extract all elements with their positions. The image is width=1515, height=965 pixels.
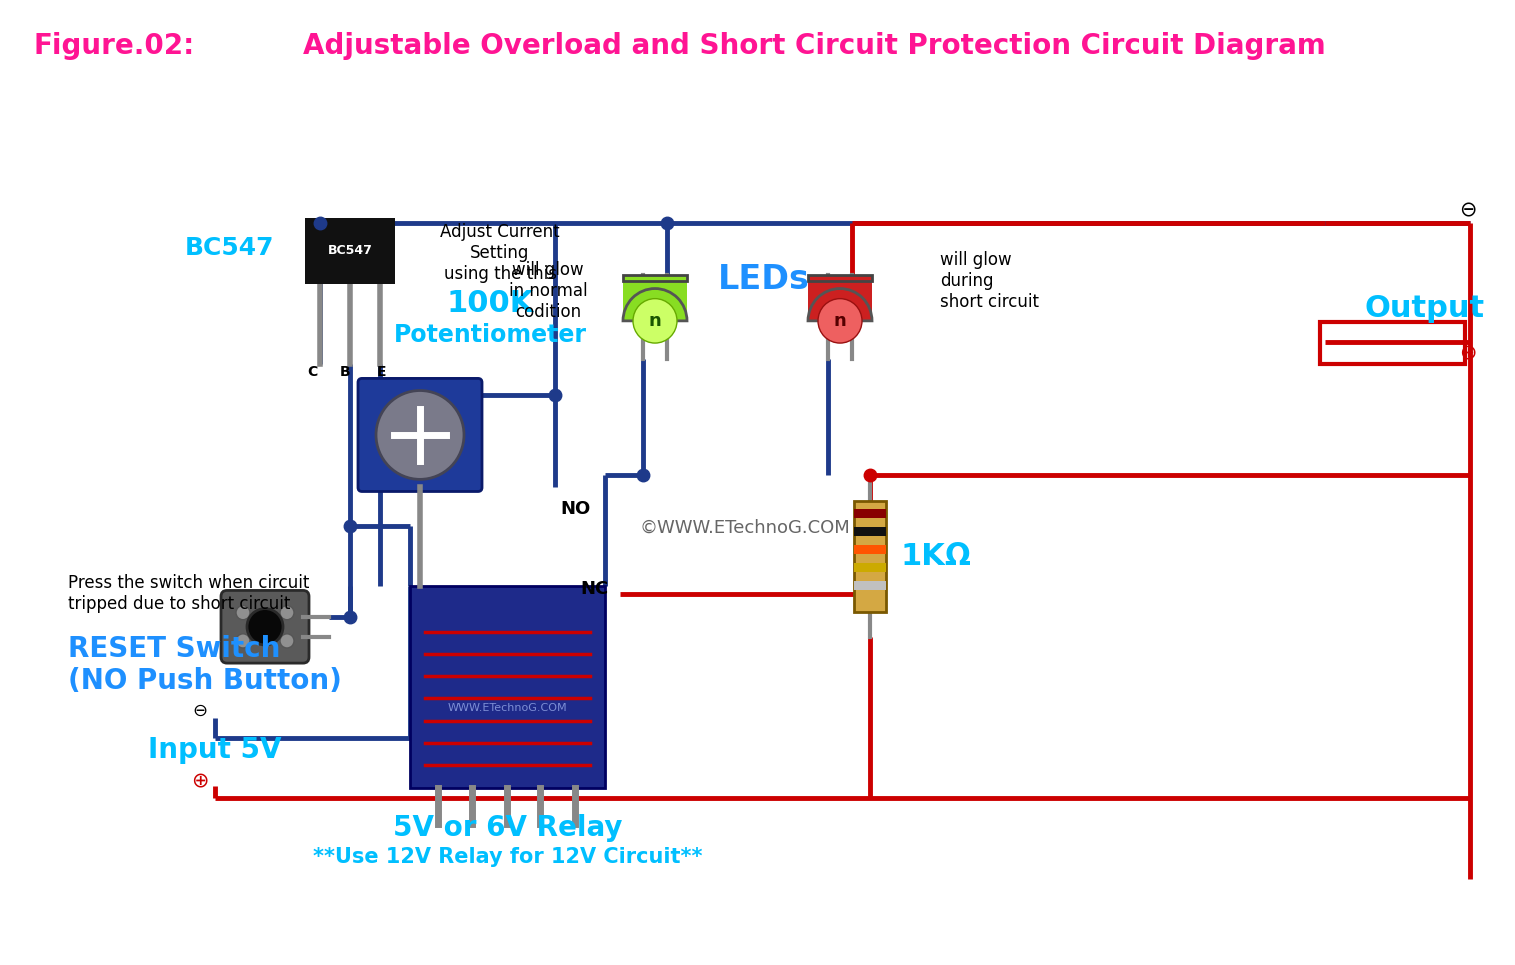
Text: ⊕: ⊕ [1459,343,1477,362]
Bar [807,279,873,320]
Text: Input 5V: Input 5V [148,736,282,764]
Text: BC547: BC547 [185,236,274,261]
Bar [854,581,886,591]
Bar [807,275,873,282]
Text: Press the switch when circuit
tripped due to short circuit: Press the switch when circuit tripped du… [68,574,309,613]
Text: NC: NC [580,581,608,598]
Text: will glow
during
short circuit: will glow during short circuit [939,251,1039,311]
Text: ⊕: ⊕ [191,770,209,790]
Bar [854,509,886,518]
Text: RESET Switch
(NO Push Button): RESET Switch (NO Push Button) [68,635,342,695]
Circle shape [236,634,250,648]
Bar [623,275,686,282]
Bar [623,279,686,320]
Text: n: n [833,312,847,330]
Text: Adjustable Overload and Short Circuit Protection Circuit Diagram: Adjustable Overload and Short Circuit Pr… [303,32,1326,60]
Circle shape [633,298,677,344]
Text: will glow
in normal
codition: will glow in normal codition [509,262,588,321]
Circle shape [376,391,464,480]
FancyBboxPatch shape [221,591,309,663]
Text: NO: NO [561,500,591,517]
Text: Figure.02:: Figure.02: [33,32,194,60]
Text: Output: Output [1365,294,1485,323]
Text: 5V or 6V Relay: 5V or 6V Relay [394,813,623,841]
Circle shape [818,298,862,344]
Bar [854,501,886,612]
Bar [411,587,604,788]
Wedge shape [623,289,686,320]
Text: B: B [339,366,350,379]
Text: **Use 12V Relay for 12V Circuit**: **Use 12V Relay for 12V Circuit** [314,847,703,867]
Text: Potentiometer: Potentiometer [394,323,586,347]
Text: LEDs: LEDs [718,262,811,295]
Text: C: C [308,366,317,379]
Text: ⊖: ⊖ [1459,201,1477,221]
Bar [305,218,395,284]
Bar [854,564,886,572]
Wedge shape [807,289,873,320]
Bar [1320,322,1465,364]
Text: ©WWW.ETechnoG.COM: ©WWW.ETechnoG.COM [639,519,850,537]
Text: E: E [377,366,386,379]
Bar [854,545,886,554]
Text: BC547: BC547 [327,244,373,258]
Text: ⊖: ⊖ [192,702,208,720]
FancyBboxPatch shape [358,378,482,491]
Circle shape [247,609,283,645]
Circle shape [280,634,294,648]
Bar [854,527,886,536]
Text: Adjust Current
Setting
using the this: Adjust Current Setting using the this [441,223,561,283]
Text: 100K: 100K [447,289,533,317]
Text: WWW.ETechnoG.COM: WWW.ETechnoG.COM [448,703,567,712]
Circle shape [236,606,250,620]
Text: 1KΩ: 1KΩ [900,541,971,570]
Text: n: n [648,312,662,330]
Circle shape [280,606,294,620]
